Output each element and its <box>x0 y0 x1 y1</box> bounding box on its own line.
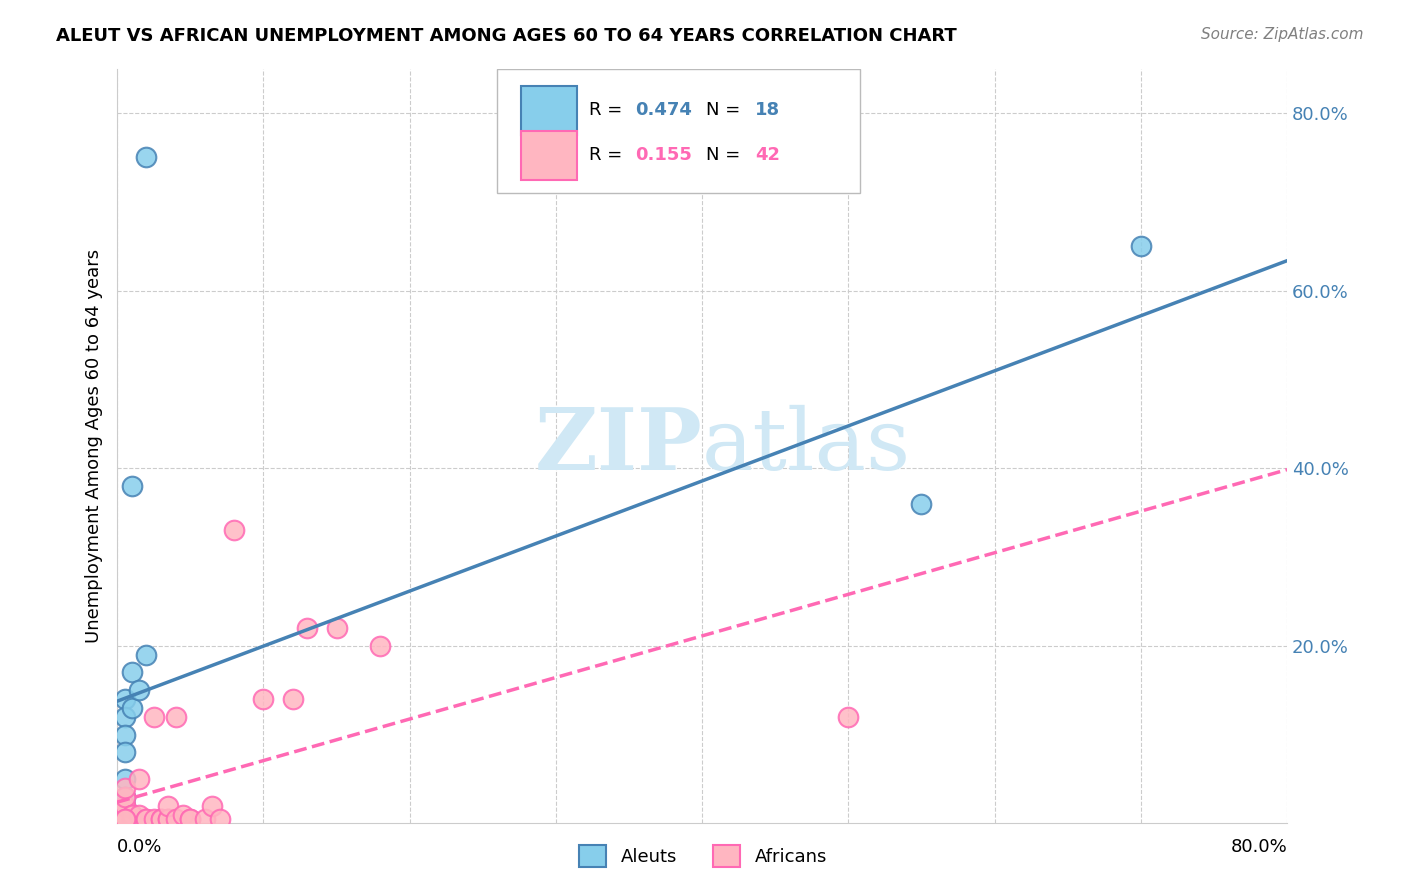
Point <box>135 812 157 826</box>
Point <box>121 812 143 826</box>
Point <box>114 807 136 822</box>
Point <box>150 812 173 826</box>
Point <box>325 621 347 635</box>
Point <box>121 807 143 822</box>
Point <box>252 692 274 706</box>
Point <box>1129 239 1152 253</box>
Point <box>114 789 136 804</box>
Text: Source: ZipAtlas.com: Source: ZipAtlas.com <box>1201 27 1364 42</box>
Point <box>128 772 150 786</box>
Point <box>837 710 859 724</box>
Point <box>910 497 932 511</box>
Point <box>114 812 136 826</box>
Point <box>157 812 180 826</box>
Text: atlas: atlas <box>702 404 911 488</box>
Point <box>114 692 136 706</box>
Point <box>150 812 173 826</box>
Point <box>114 812 136 826</box>
Point <box>114 772 136 786</box>
Point <box>114 780 136 795</box>
Y-axis label: Unemployment Among Ages 60 to 64 years: Unemployment Among Ages 60 to 64 years <box>86 249 103 643</box>
Point <box>114 789 136 804</box>
Point <box>135 812 157 826</box>
Point <box>208 812 231 826</box>
Text: R =: R = <box>589 101 627 119</box>
Point <box>165 812 187 826</box>
Point <box>142 710 165 724</box>
Point <box>142 812 165 826</box>
Point <box>128 683 150 698</box>
Point <box>114 710 136 724</box>
Point <box>121 665 143 680</box>
Text: N =: N = <box>706 146 745 164</box>
Point <box>135 150 157 164</box>
Text: ZIP: ZIP <box>534 404 702 488</box>
Point <box>135 648 157 662</box>
Text: R =: R = <box>589 146 627 164</box>
Text: 0.474: 0.474 <box>636 101 692 119</box>
Point <box>121 812 143 826</box>
Legend: Aleuts, Africans: Aleuts, Africans <box>572 838 834 874</box>
Point <box>172 807 194 822</box>
Text: 18: 18 <box>755 101 780 119</box>
Point <box>114 812 136 826</box>
Point <box>121 807 143 822</box>
Point <box>114 812 136 826</box>
Point <box>201 798 224 813</box>
Point <box>179 812 201 826</box>
Point <box>121 479 143 493</box>
Point <box>224 524 246 538</box>
Text: 42: 42 <box>755 146 780 164</box>
Point <box>281 692 304 706</box>
Point <box>114 798 136 813</box>
FancyBboxPatch shape <box>520 86 576 135</box>
Point <box>114 798 136 813</box>
Point <box>179 812 201 826</box>
Point <box>114 728 136 742</box>
Point <box>114 807 136 822</box>
Point <box>121 701 143 715</box>
Point <box>114 798 136 813</box>
Text: ALEUT VS AFRICAN UNEMPLOYMENT AMONG AGES 60 TO 64 YEARS CORRELATION CHART: ALEUT VS AFRICAN UNEMPLOYMENT AMONG AGES… <box>56 27 957 45</box>
Point <box>114 812 136 826</box>
Point <box>128 807 150 822</box>
Point <box>114 812 136 826</box>
Point <box>121 807 143 822</box>
FancyBboxPatch shape <box>498 69 860 193</box>
Point <box>165 710 187 724</box>
Point <box>114 746 136 760</box>
Point <box>114 812 136 826</box>
Point <box>114 807 136 822</box>
FancyBboxPatch shape <box>520 131 576 180</box>
Point <box>297 621 319 635</box>
Text: N =: N = <box>706 101 745 119</box>
Point <box>157 798 180 813</box>
Point <box>194 812 217 826</box>
Point <box>157 812 180 826</box>
Text: 80.0%: 80.0% <box>1230 838 1286 856</box>
Text: 0.0%: 0.0% <box>117 838 163 856</box>
Point <box>370 639 392 653</box>
Text: 0.155: 0.155 <box>636 146 692 164</box>
